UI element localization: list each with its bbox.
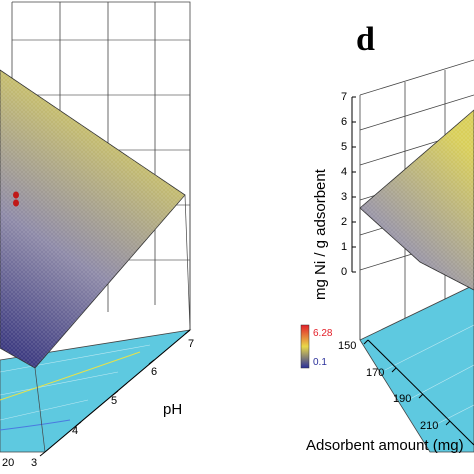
adsorbent-axis-line [367, 339, 474, 446]
design-point [13, 199, 19, 207]
adsorbent-tick-label: 190 [393, 393, 411, 405]
right-response-surface-mesh [360, 110, 474, 290]
ph-tick-label: 5 [111, 395, 117, 407]
left-floor-contour-2 [0, 419, 71, 431]
legend-max-label: 6.28 [313, 328, 333, 339]
z-tick-label: 0 [341, 266, 347, 278]
left-ph-ticks [39, 329, 191, 457]
left-drop-lines [34, 194, 191, 453]
color-legend-bar [300, 324, 310, 369]
z-axis-title: mg Ni / g adsorbent [312, 168, 329, 300]
left-response-surface-mesh [0, 70, 185, 368]
left-second-axis-tick-label: 20 [2, 457, 14, 469]
legend-min-label: 0.1 [313, 357, 327, 368]
z-axis-ticks [352, 96, 356, 273]
adsorbent-axis-ticks [363, 339, 451, 426]
right-panel: d 0 1 2 3 4 [300, 21, 474, 454]
z-tick-label: 2 [341, 216, 347, 228]
design-point [13, 191, 19, 199]
z-tick-label: 3 [341, 191, 347, 203]
left-design-points [13, 191, 19, 207]
ph-tick-label: 4 [72, 425, 78, 437]
adsorbent-tick-label: 150 [338, 340, 356, 352]
right-floor-grid [384, 324, 474, 431]
z-tick-label: 6 [341, 116, 347, 128]
adsorbent-axis-title: Adsorbent amount (mg) [306, 437, 464, 454]
left-panel: 3 4 5 6 7 pH 20 [0, 1, 194, 469]
ph-tick-label: 6 [151, 366, 157, 378]
ph-tick-label: 7 [188, 338, 194, 350]
z-tick-label: 4 [341, 166, 347, 178]
panel-letter: d [356, 21, 375, 58]
z-tick-label: 5 [341, 141, 347, 153]
z-tick-label: 7 [341, 91, 347, 103]
ph-tick-label: 3 [31, 457, 37, 469]
left-floor-contour [0, 351, 141, 401]
ph-axis-title: pH [163, 401, 182, 418]
z-tick-label: 1 [341, 241, 347, 253]
right-floor-plane [359, 284, 474, 453]
adsorbent-tick-label: 170 [366, 367, 384, 379]
left-floor-grid [0, 344, 151, 421]
adsorbent-tick-label: 210 [420, 420, 438, 432]
